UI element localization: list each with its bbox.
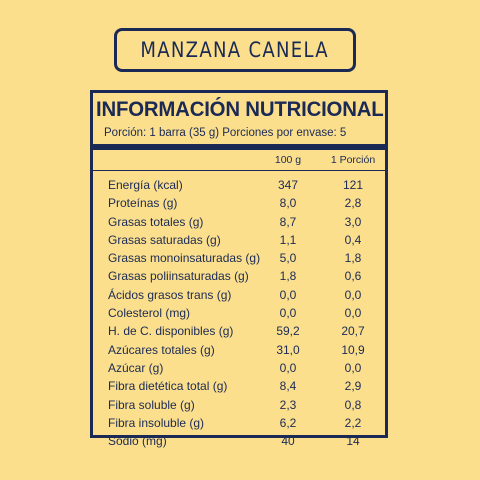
nutrient-label: Ácidos grasos trans (g) [108, 287, 232, 302]
nutrient-row: Grasas monoinsaturadas (g) 5,0 1,8 [93, 249, 385, 267]
product-name-box: MANZANA CANELA [114, 28, 356, 72]
value-100g: 31,0 [276, 342, 300, 357]
thin-divider [93, 170, 385, 171]
panel-title: INFORMACIÓN NUTRICIONAL [96, 98, 384, 121]
nutrient-label: Proteínas (g) [108, 196, 178, 211]
nutrient-row: Ácidos grasos trans (g) 0,0 0,0 [93, 286, 385, 304]
value-100g: 8,4 [279, 379, 297, 394]
nutrient-label: Grasas saturadas (g) [108, 232, 221, 247]
nutrient-row: Grasas saturadas (g) 1,1 0,4 [93, 231, 385, 249]
thick-divider [93, 144, 385, 150]
value-portion: 2,9 [344, 379, 362, 394]
value-portion: 3,0 [344, 214, 362, 229]
nutrient-rows: Energía (kcal) 347 121 Proteínas (g) 8,0… [93, 176, 385, 450]
nutrient-label: Grasas totales (g) [108, 214, 204, 229]
nutrient-label: Azúcar (g) [108, 360, 164, 375]
column-header-100g: 100 g [274, 154, 302, 166]
nutrient-label: Fibra insoluble (g) [108, 415, 205, 430]
value-portion: 121 [342, 178, 364, 192]
nutrient-row: Energía (kcal) 347 121 [93, 176, 385, 194]
value-portion: 1,8 [344, 251, 362, 266]
column-header-portion: 1 Porción [330, 154, 376, 166]
nutrient-row: Sodio (mg) 40 14 [93, 432, 385, 450]
nutrient-row: Colesterol (mg) 0,0 0,0 [93, 304, 385, 322]
nutrient-row: Azúcares totales (g) 31,0 10,9 [93, 341, 385, 359]
nutrient-label: Grasas monoinsaturadas (g) [108, 251, 261, 266]
value-100g: 0,0 [279, 306, 297, 321]
value-100g: 8,7 [279, 214, 297, 229]
nutrition-facts-panel: INFORMACIÓN NUTRICIONAL Porción: 1 barra… [90, 90, 388, 448]
value-100g: 59,2 [276, 324, 300, 339]
nutrient-label: Fibra dietética total (g) [108, 379, 228, 394]
value-portion: 0,0 [344, 287, 362, 302]
value-100g: 2,3 [279, 397, 297, 412]
nutrient-label: H. de C. disponibles (g) [108, 324, 234, 339]
value-portion: 0,4 [344, 232, 362, 247]
nutrient-label: Azúcares totales (g) [108, 342, 215, 357]
value-100g: 1,8 [279, 269, 297, 284]
value-100g: 6,2 [279, 415, 297, 430]
nutrient-row: H. de C. disponibles (g) 59,2 20,7 [93, 322, 385, 340]
product-name: MANZANA CANELA [140, 38, 330, 62]
nutrient-label: Energía (kcal) [108, 178, 183, 192]
value-portion: 20,7 [341, 324, 365, 339]
nutrient-row: Proteínas (g) 8,0 2,8 [93, 194, 385, 212]
value-100g: 347 [277, 178, 299, 192]
nutrient-label: Colesterol (mg) [108, 306, 191, 321]
nutrient-row: Fibra dietética total (g) 8,4 2,9 [93, 377, 385, 395]
value-100g: 0,0 [279, 360, 297, 375]
value-portion: 0,0 [344, 306, 362, 321]
nutrient-row: Azúcar (g) 0,0 0,0 [93, 359, 385, 377]
value-portion: 10,9 [341, 342, 365, 357]
nutrient-row: Fibra insoluble (g) 6,2 2,2 [93, 414, 385, 432]
value-portion: 2,2 [344, 415, 362, 430]
nutrient-label: Sodio (mg) [108, 434, 167, 449]
nutrient-label: Fibra soluble (g) [108, 397, 195, 412]
nutrient-row: Grasas totales (g) 8,7 3,0 [93, 213, 385, 231]
value-portion: 0,0 [344, 360, 362, 375]
nutrient-row: Grasas poliinsaturadas (g) 1,8 0,6 [93, 267, 385, 285]
value-100g: 5,0 [279, 251, 297, 266]
nutrient-row: Fibra soluble (g) 2,3 0,8 [93, 396, 385, 414]
value-portion: 0,6 [344, 269, 362, 284]
value-portion: 14 [346, 434, 360, 449]
serving-info: Porción: 1 barra (35 g) Porciones por en… [104, 127, 347, 139]
nutrient-label: Grasas poliinsaturadas (g) [108, 269, 249, 284]
value-portion: 0,8 [344, 397, 362, 412]
value-100g: 1,1 [279, 232, 297, 247]
value-portion: 2,8 [344, 196, 362, 211]
value-100g: 40 [281, 434, 295, 449]
value-100g: 0,0 [279, 287, 297, 302]
value-100g: 8,0 [279, 196, 297, 211]
